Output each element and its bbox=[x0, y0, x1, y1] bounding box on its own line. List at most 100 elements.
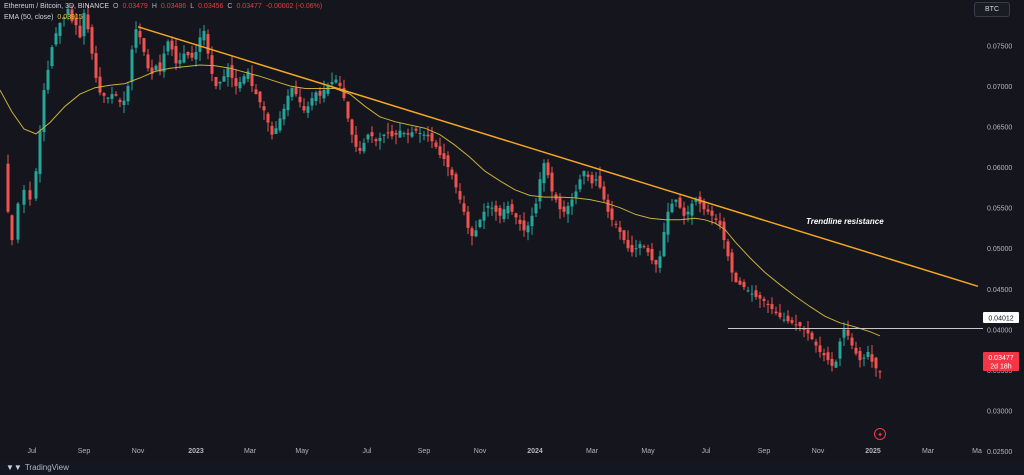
candle-body bbox=[874, 357, 878, 369]
candle-body bbox=[514, 213, 518, 218]
candle bbox=[46, 60, 50, 94]
candle bbox=[798, 321, 802, 332]
candle-body bbox=[374, 139, 378, 142]
x-tick-label: Jul bbox=[702, 448, 711, 455]
candle-body bbox=[166, 41, 170, 52]
candle-body bbox=[822, 353, 826, 356]
candle-body bbox=[382, 134, 386, 137]
candle bbox=[838, 338, 842, 367]
y-tick-label: 0.04500 bbox=[987, 287, 1012, 294]
candle bbox=[370, 126, 374, 143]
candle-body bbox=[10, 215, 14, 241]
candle bbox=[110, 87, 114, 104]
candle-body bbox=[634, 248, 638, 250]
candle bbox=[474, 220, 478, 238]
candle-body bbox=[710, 210, 714, 216]
x-tick-label: Nov bbox=[474, 448, 487, 455]
tradingview-brand[interactable]: ▼▼ TradingView bbox=[6, 461, 69, 475]
candle bbox=[38, 125, 42, 183]
candle-body bbox=[414, 128, 418, 131]
candle-body bbox=[526, 225, 530, 233]
candle-body bbox=[486, 206, 490, 208]
candle bbox=[62, 16, 66, 27]
candle bbox=[134, 21, 138, 54]
candle-body bbox=[626, 239, 630, 249]
candle bbox=[98, 67, 102, 96]
candle-body bbox=[346, 101, 350, 119]
candle bbox=[178, 52, 182, 69]
candle-body bbox=[674, 199, 678, 202]
candle bbox=[578, 174, 582, 193]
candle bbox=[70, 5, 74, 24]
candle bbox=[398, 122, 402, 138]
candle bbox=[722, 217, 726, 249]
y-tick-label: 0.05500 bbox=[987, 206, 1012, 213]
high-value: 0.03486 bbox=[160, 3, 187, 10]
candle-body bbox=[202, 30, 206, 41]
candle-body bbox=[846, 329, 850, 336]
candle-body bbox=[362, 142, 366, 152]
candle bbox=[434, 139, 438, 150]
candle bbox=[510, 199, 514, 215]
candle bbox=[222, 69, 226, 82]
trendline-resistance[interactable] bbox=[137, 26, 979, 288]
candle-body bbox=[518, 219, 522, 224]
candle bbox=[462, 195, 466, 216]
candle bbox=[878, 370, 882, 379]
candle bbox=[446, 151, 450, 177]
candle-body bbox=[446, 155, 450, 168]
candle-body bbox=[582, 171, 586, 177]
y-tick-label: 0.03500 bbox=[987, 368, 1012, 375]
currency-badge[interactable]: BTC bbox=[974, 2, 1010, 17]
candle-body bbox=[94, 53, 98, 78]
candle-body bbox=[28, 190, 32, 200]
candle-body bbox=[278, 118, 282, 131]
candle bbox=[418, 127, 422, 143]
candle bbox=[770, 297, 774, 315]
candle-body bbox=[818, 345, 822, 353]
candle-body bbox=[778, 312, 782, 318]
candle-body bbox=[114, 94, 118, 96]
last-price-label: 0.03477 bbox=[988, 355, 1013, 362]
candle bbox=[514, 212, 518, 225]
y-axis[interactable]: 0.07500 0.07000 0.06500 0.06000 0.05500 0.050… bbox=[987, 43, 1012, 455]
candle bbox=[634, 239, 638, 258]
candle-body bbox=[206, 34, 210, 54]
candle-body bbox=[430, 133, 434, 142]
candle-body bbox=[330, 81, 334, 85]
candle bbox=[590, 171, 594, 189]
candle-body bbox=[638, 244, 642, 249]
candle-body bbox=[126, 86, 130, 102]
candle bbox=[678, 195, 682, 210]
symbol-label[interactable]: Ethereum / Bitcoin, 3D, BINANCE bbox=[4, 3, 110, 10]
candle-body bbox=[738, 280, 742, 285]
candle-body bbox=[610, 208, 614, 220]
candle-body bbox=[38, 130, 42, 174]
candle bbox=[262, 101, 266, 120]
svg-text:✦: ✦ bbox=[877, 431, 883, 439]
candle-body bbox=[690, 203, 694, 216]
candle bbox=[562, 200, 566, 218]
x-tick-label: Jul bbox=[363, 448, 372, 455]
candle-body bbox=[54, 33, 58, 45]
candle-body bbox=[234, 78, 238, 87]
candle-body bbox=[194, 51, 198, 60]
candle bbox=[78, 16, 82, 39]
candle bbox=[858, 346, 862, 368]
ema-line bbox=[0, 64, 881, 337]
events-icon[interactable]: ✦ bbox=[874, 428, 886, 440]
candle-body bbox=[434, 142, 438, 147]
candle-body bbox=[646, 247, 650, 253]
candle-body bbox=[398, 130, 402, 138]
candle bbox=[850, 333, 854, 350]
candle-body bbox=[62, 17, 66, 19]
candle-body bbox=[786, 315, 790, 322]
x-tick-label: Nov bbox=[812, 448, 825, 455]
candle bbox=[258, 90, 262, 109]
candle-body bbox=[222, 76, 226, 82]
candle-body bbox=[390, 131, 394, 137]
x-axis[interactable]: Jul Sep Nov 2023 Mar May Jul Sep Nov 2024 Mar May Ju… bbox=[28, 448, 982, 455]
ema-indicator-label[interactable]: EMA (50, close) bbox=[4, 14, 54, 21]
candle bbox=[714, 214, 718, 224]
